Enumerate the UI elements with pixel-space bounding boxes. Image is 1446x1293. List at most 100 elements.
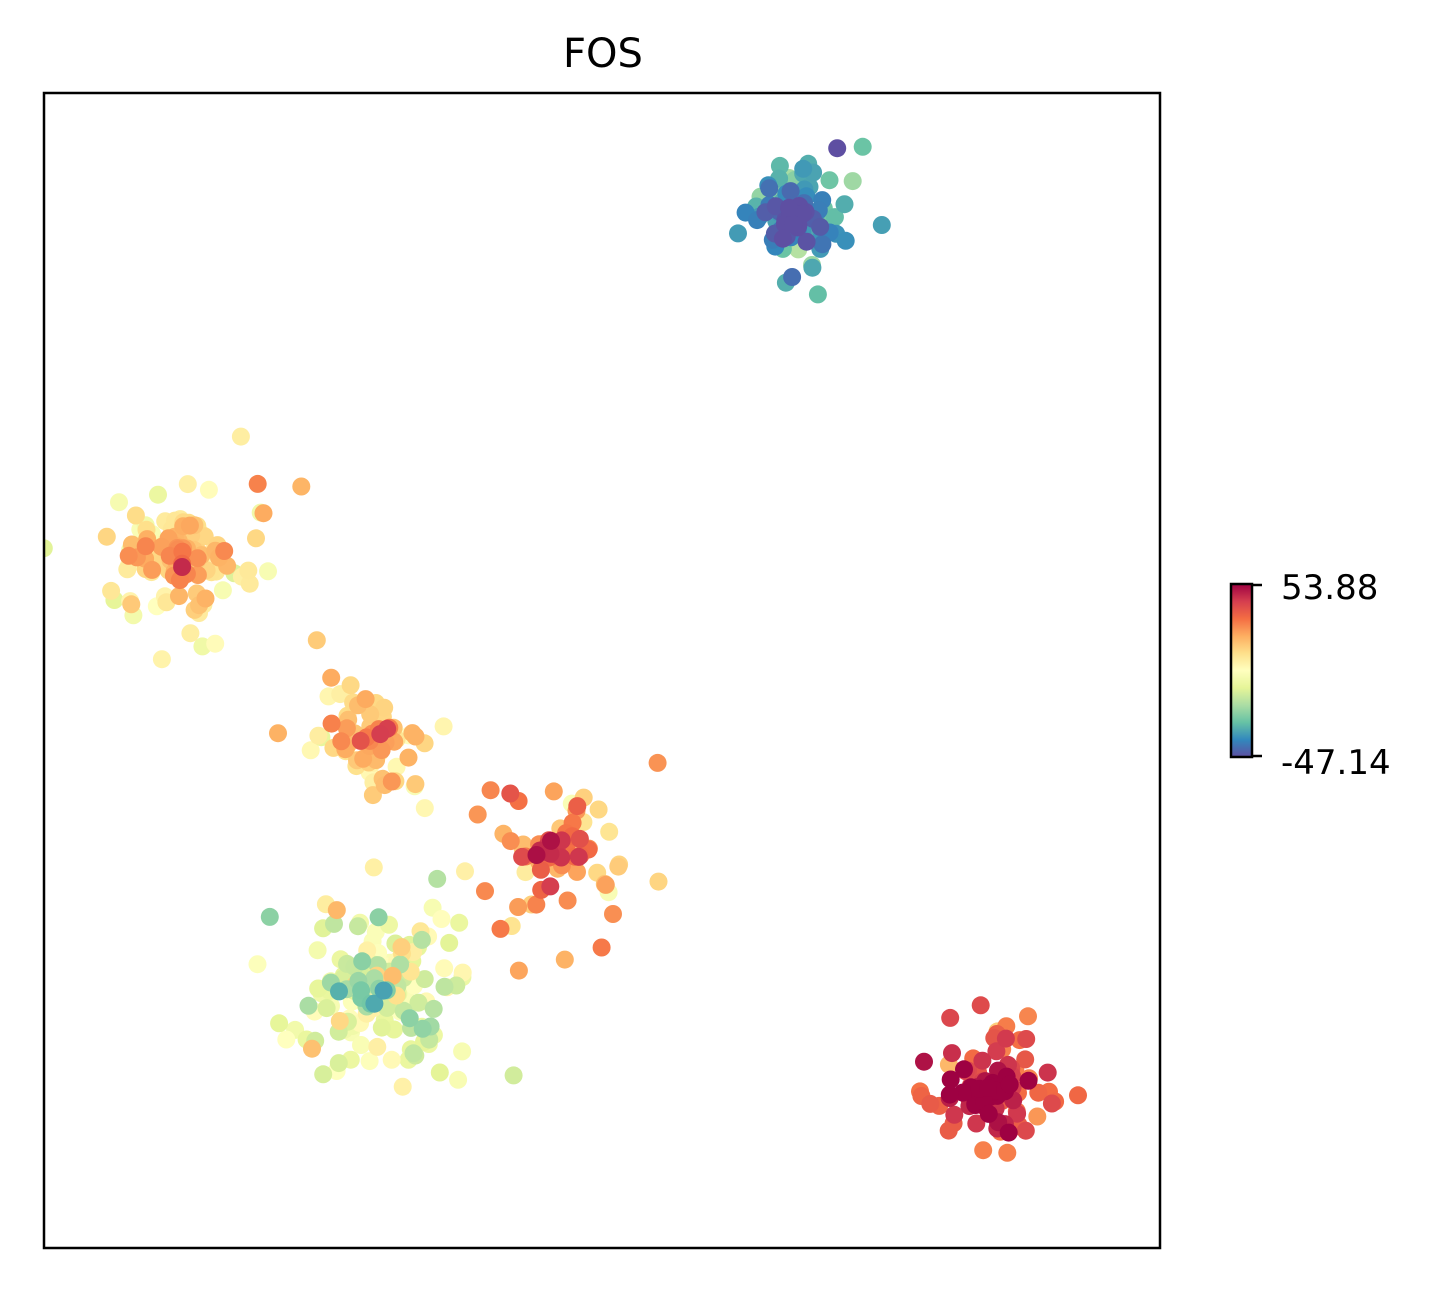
scatter-point	[811, 217, 830, 236]
scatter-point	[808, 285, 827, 304]
scatter-point	[102, 581, 121, 600]
scatter-point	[309, 726, 328, 745]
scatter-point	[178, 475, 197, 494]
scatter-point	[853, 137, 872, 156]
scatter-point	[364, 858, 383, 877]
scatter-point	[308, 941, 327, 960]
scatter-point	[604, 905, 622, 923]
scatter-point	[781, 182, 800, 201]
scatter-points	[44, 137, 1087, 1162]
scatter-point	[941, 1008, 960, 1027]
scatter-point	[170, 587, 188, 606]
scatter-point	[375, 698, 394, 717]
scatter-point	[592, 938, 611, 957]
scatter-point	[501, 784, 520, 803]
scatter-point	[501, 832, 520, 851]
scatter-point	[406, 727, 425, 746]
scatter-point	[406, 775, 425, 794]
scatter-point	[409, 993, 428, 1012]
scatter-point	[435, 977, 454, 996]
scatter-point	[825, 208, 844, 227]
scatter-point	[415, 799, 434, 818]
scatter-point	[231, 427, 250, 446]
scatter-point	[570, 829, 589, 848]
scatter-point	[392, 938, 411, 957]
scatter-point	[400, 1009, 419, 1028]
scatter-point	[399, 748, 418, 767]
scatter-point	[449, 1070, 468, 1089]
scatter-point	[476, 882, 494, 901]
scatter-point	[322, 668, 341, 687]
scatter-point	[998, 1143, 1017, 1162]
scatter-point	[828, 139, 847, 158]
scatter-point	[435, 959, 454, 978]
scatter-point	[531, 860, 550, 879]
scatter-point	[393, 1077, 412, 1096]
scatter-point	[872, 216, 891, 234]
scatter-point	[353, 952, 372, 971]
colorbar: 53.88 -47.14	[1229, 568, 1391, 783]
scatter-point	[415, 970, 434, 989]
scatter-point	[332, 732, 351, 751]
scatter-point	[292, 477, 311, 496]
scatter-point	[1000, 1075, 1019, 1094]
scatter-point	[365, 994, 384, 1013]
scatter-point	[568, 862, 586, 881]
scatter-point	[382, 772, 401, 791]
scatter-point	[199, 480, 218, 499]
scatter-point	[527, 895, 546, 914]
scatter-point	[835, 195, 854, 214]
scatter-point	[270, 1014, 289, 1033]
scatter-point	[999, 1123, 1018, 1142]
chart-title: FOS	[563, 31, 643, 77]
scatter-point	[766, 197, 785, 216]
scatter-point	[314, 1065, 333, 1084]
scatter-point	[1069, 1086, 1087, 1105]
scatter-point	[1016, 1121, 1035, 1140]
scatter-point	[1016, 1050, 1035, 1069]
scatter-point	[215, 542, 234, 560]
scatter-point	[325, 914, 343, 933]
scatter-point	[783, 268, 802, 286]
scatter-point	[430, 1063, 449, 1082]
scatter-point	[248, 955, 267, 974]
colorbar-gradient	[1229, 582, 1254, 759]
scatter-point	[513, 847, 532, 866]
scatter-point	[307, 631, 326, 650]
scatter-point	[456, 862, 474, 881]
scatter-point	[428, 869, 447, 888]
scatter-point	[797, 232, 816, 251]
scatter-point	[248, 474, 267, 493]
scatter-point	[206, 634, 225, 653]
scatter-point	[363, 786, 382, 805]
scatter-point	[317, 999, 336, 1018]
scatter-point	[260, 907, 279, 926]
scatter-point	[589, 800, 608, 819]
scatter-point	[329, 1054, 348, 1073]
scatter-point	[322, 714, 341, 733]
scatter-point	[1017, 1030, 1036, 1048]
scatter-point	[432, 910, 451, 928]
scatter-point	[181, 624, 200, 643]
scatter-point	[97, 527, 116, 546]
scatter-point	[122, 595, 141, 614]
scatter-point	[971, 996, 990, 1015]
scatter-point	[600, 822, 619, 841]
scatter-point	[820, 171, 839, 190]
scatter-point	[509, 898, 528, 916]
scatter-point	[180, 516, 199, 535]
scatter-point	[979, 1079, 997, 1097]
scatter-point	[173, 558, 192, 576]
scatter-point	[609, 857, 628, 876]
scatter-point	[760, 179, 779, 198]
scatter-point	[110, 493, 128, 512]
scatter-point	[555, 950, 574, 969]
scatter-point	[1028, 1107, 1047, 1126]
scatter-point	[404, 1044, 423, 1063]
scatter-point	[372, 1018, 391, 1037]
scatter-point	[152, 650, 171, 669]
scatter-point	[491, 919, 510, 938]
scatter-point	[509, 961, 528, 980]
scatter-point	[269, 724, 287, 743]
